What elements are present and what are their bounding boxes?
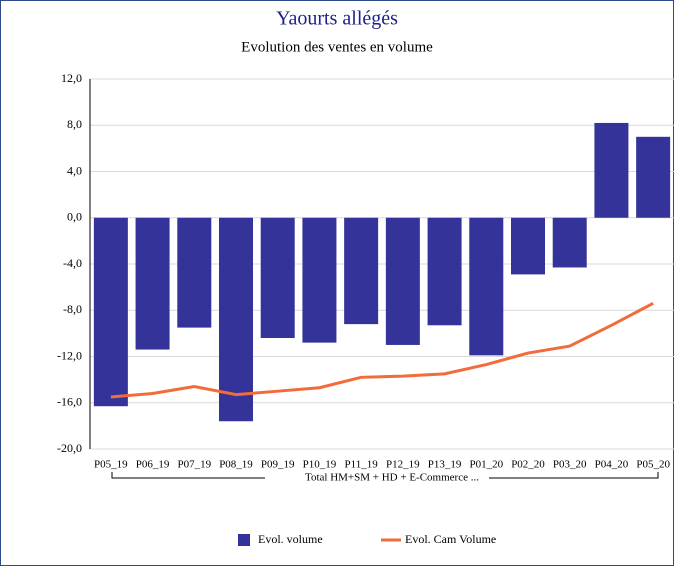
bar (385, 217, 420, 345)
y-tick-label: 0,0 (67, 210, 82, 224)
y-tick-label: -4,0 (63, 256, 82, 270)
x-tick-label: P10_19 (303, 459, 337, 471)
bar (219, 217, 253, 422)
legend-label: Evol. volume (258, 532, 323, 546)
bar (511, 217, 545, 275)
group-label: Total HM+SM + HD + E-Commerce ... (305, 472, 479, 484)
x-tick-label: P05_19 (94, 459, 128, 471)
x-tick-label: P11_19 (345, 459, 379, 471)
bar (594, 122, 629, 218)
bar (177, 217, 212, 328)
bar (552, 217, 587, 268)
bar (135, 217, 170, 350)
line (110, 301, 654, 399)
y-tick-label: -8,0 (63, 302, 82, 316)
x-tick-label: P04_20 (595, 459, 629, 471)
bar (302, 217, 337, 343)
x-tick-label: P03_20 (553, 459, 587, 471)
x-tick-label: P09_19 (261, 459, 295, 471)
y-tick-label: 12,0 (61, 71, 82, 85)
x-tick-label: P06_19 (136, 459, 170, 471)
bar (636, 136, 671, 218)
x-tick-label: P13_19 (428, 459, 462, 471)
bar (427, 217, 462, 326)
chart-title: Yaourts allégés (276, 8, 398, 30)
bar (260, 217, 295, 338)
y-tick-label: 8,0 (67, 117, 82, 131)
chart-subtitle: Evolution des ventes en volume (241, 39, 433, 55)
bar (469, 217, 504, 356)
bar (344, 217, 379, 325)
y-tick-label: 4,0 (67, 163, 82, 177)
x-tick-label: P08_19 (219, 459, 253, 471)
x-tick-label: P07_19 (177, 459, 211, 471)
legend-swatch (238, 534, 250, 546)
legend-label: Evol. Cam Volume (405, 532, 496, 546)
x-tick-label: P05_20 (636, 459, 670, 471)
group-bracket (111, 472, 659, 479)
x-tick-label: P12_19 (386, 459, 420, 471)
y-tick-label: -12,0 (57, 348, 82, 362)
y-tick-label: -20,0 (57, 441, 82, 455)
x-tick-label: P02_20 (511, 459, 545, 471)
x-tick-label: P01_20 (469, 459, 503, 471)
bar (93, 217, 128, 407)
y-tick-label: -16,0 (57, 395, 82, 409)
